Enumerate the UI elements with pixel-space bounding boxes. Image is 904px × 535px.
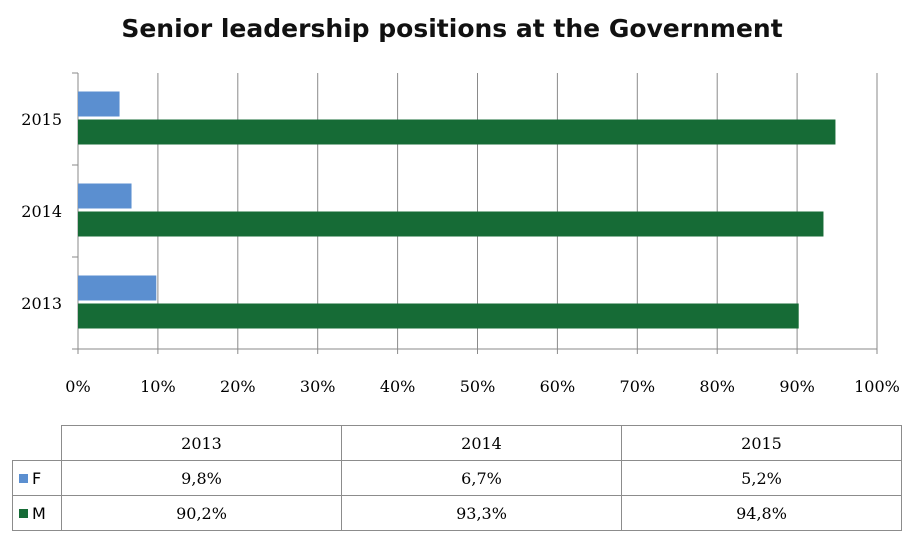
table-cell: 93,3% (341, 495, 622, 531)
table-row-f: F 9,8% 6,7% 5,2% (12, 460, 902, 496)
x-tick-label: 30% (300, 377, 336, 396)
x-tick-label: 0% (65, 377, 90, 396)
bar-m-2015 (78, 119, 836, 145)
table-header-2014: 2014 (341, 425, 622, 461)
table-cell: 6,7% (341, 460, 622, 496)
chart-title: Senior leadership positions at the Gover… (121, 14, 783, 43)
x-tick-label: 70% (620, 377, 656, 396)
table-header-2013: 2013 (61, 425, 342, 461)
table-cell: 5,2% (621, 460, 902, 496)
table-cell: 9,8% (61, 460, 342, 496)
table-cell: 90,2% (61, 495, 342, 531)
bar-m-2014 (78, 211, 824, 237)
x-tick-label: 80% (699, 377, 735, 396)
y-tick-label: 2013 (21, 294, 62, 313)
x-tick-label: 20% (220, 377, 256, 396)
table-cell: 94,8% (621, 495, 902, 531)
table-row-header-f: F (12, 460, 62, 496)
legend-swatch-f (19, 474, 28, 483)
x-tick-label: 50% (460, 377, 496, 396)
table-header-row: 2013 2014 2015 (12, 425, 902, 461)
table-corner-cell (12, 425, 62, 461)
data-table: 2013 2014 2015 F 9,8% 6,7% 5,2% M 90,2% … (12, 425, 902, 531)
legend-label-m: M (32, 504, 46, 523)
table-row-header-m: M (12, 495, 62, 531)
y-tick-label: 2015 (21, 110, 62, 129)
legend-swatch-m (19, 509, 28, 518)
table-row-m: M 90,2% 93,3% 94,8% (12, 495, 902, 531)
bar-m-2013 (78, 303, 799, 329)
x-tick-label: 40% (380, 377, 416, 396)
x-tick-label: 10% (140, 377, 176, 396)
bar-f-2014 (78, 183, 132, 209)
bar-f-2013 (78, 275, 157, 301)
bar-f-2015 (78, 91, 120, 117)
x-tick-label: 90% (779, 377, 815, 396)
x-tick-label: 100% (854, 377, 900, 396)
table-header-2015: 2015 (621, 425, 902, 461)
y-tick-label: 2014 (21, 202, 62, 221)
x-tick-label: 60% (540, 377, 576, 396)
legend-label-f: F (32, 469, 42, 488)
bar-chart: 0% 10% 20% 30% 40% 50% 60% 70% 80% 90% 100% 2013 201… (21, 72, 900, 396)
